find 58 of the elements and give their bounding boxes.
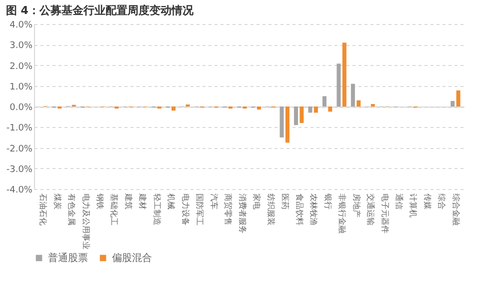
x-tick-label: 房地产 bbox=[352, 194, 361, 218]
x-tick-label: 综合 bbox=[437, 194, 446, 210]
x-tick-label: 电力设备 bbox=[180, 194, 190, 226]
bar bbox=[285, 106, 290, 143]
x-tick-label: 煤炭 bbox=[52, 194, 62, 210]
y-tick-label: 1.0% bbox=[10, 82, 33, 92]
legend-label: 偏股混合 bbox=[112, 252, 152, 264]
bar bbox=[356, 100, 361, 106]
y-tick-label: 4.0% bbox=[10, 20, 33, 30]
x-tick-label: 石油石化 bbox=[38, 194, 48, 226]
y-tick-label: -2.0% bbox=[6, 144, 33, 154]
x-tick-label: 国防军工 bbox=[195, 194, 204, 226]
x-tick-label: 家电 bbox=[252, 194, 262, 210]
y-tick-label: 3.0% bbox=[10, 41, 33, 52]
x-tick-label: 基础化工 bbox=[110, 194, 119, 226]
bar bbox=[294, 106, 298, 126]
x-tick-label: 传媒 bbox=[422, 194, 432, 210]
x-tick-label: 计算机 bbox=[408, 194, 418, 218]
x-tick-label: 电子元器件 bbox=[380, 194, 390, 234]
x-tick-label: 非银行金融 bbox=[338, 194, 347, 234]
bar bbox=[308, 106, 312, 113]
x-tick-label: 建筑 bbox=[124, 192, 133, 210]
y-tick-label: -3.0% bbox=[6, 164, 33, 175]
bar bbox=[256, 106, 261, 110]
bar bbox=[172, 106, 176, 111]
bar bbox=[328, 106, 332, 112]
y-tick-label: 2.0% bbox=[10, 62, 33, 72]
y-tick-label: -1.0% bbox=[6, 124, 33, 134]
x-tick-label: 机械 bbox=[166, 194, 176, 210]
x-tick-label: 消费者服务 bbox=[238, 194, 247, 234]
x-tick-label: 医药 bbox=[280, 194, 290, 210]
x-tick-label: 建材 bbox=[138, 192, 148, 210]
x-tick-label: 农林牧渔 bbox=[309, 194, 318, 226]
x-tick-label: 汽车 bbox=[209, 194, 218, 210]
bar bbox=[322, 96, 326, 106]
x-tick-label: 通信 bbox=[394, 194, 404, 210]
x-tick-label: 轻工制造 bbox=[152, 194, 162, 226]
x-tick-label: 综合金融 bbox=[451, 194, 460, 226]
x-tick-label: 商贸零售 bbox=[224, 194, 233, 226]
bar bbox=[300, 106, 304, 123]
legend-label: 普通股票 bbox=[48, 252, 88, 264]
bar bbox=[450, 100, 455, 106]
bar bbox=[336, 64, 341, 106]
x-tick-label: 食品饮料 bbox=[294, 194, 304, 226]
y-tick-label: 0.0% bbox=[10, 103, 33, 113]
chart-title: 图 4：公募基金行业配置周度变动情况 bbox=[6, 4, 194, 17]
bar bbox=[342, 42, 346, 106]
x-tick-label: 交通运输 bbox=[366, 194, 376, 226]
x-tick-label: 银行 bbox=[323, 192, 332, 210]
x-tick-label: 电力及公用事业 bbox=[81, 194, 90, 250]
x-tick-label: 有色金属 bbox=[67, 194, 76, 226]
bar bbox=[350, 84, 355, 106]
bar bbox=[280, 106, 284, 138]
x-tick-label: 纺织服装 bbox=[266, 194, 276, 226]
y-tick-label: -4.0% bbox=[6, 186, 33, 196]
bar bbox=[456, 90, 460, 106]
bar bbox=[314, 106, 318, 113]
x-tick-label: 钢铁 bbox=[95, 192, 104, 210]
